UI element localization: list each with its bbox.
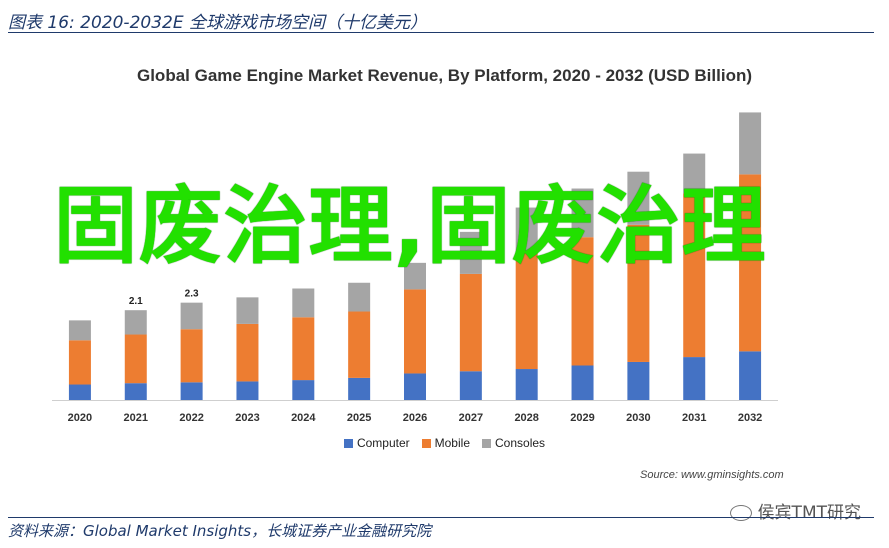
legend-swatch [482, 439, 491, 448]
wechat-icon [729, 505, 752, 521]
legend-label: Computer [356, 436, 410, 450]
bar-consoles-2028 [515, 207, 538, 252]
bar-mobile-2029 [571, 237, 594, 366]
bar-computer-2020 [68, 384, 91, 400]
chart-legend: Computer Mobile Consoles [0, 436, 889, 450]
figure-source: 资料来源：Global Market Insights，长城证券产业金融研究院 [8, 522, 432, 540]
bar-computer-2023 [236, 381, 259, 400]
bar-mobile-2026 [404, 289, 426, 374]
x-tick-label: 2020 [68, 412, 92, 424]
legend-item-mobile: Mobile [421, 436, 470, 450]
bar-consoles-2021 [124, 310, 147, 335]
bar-mobile-2021 [124, 334, 147, 384]
legend-item-consoles: Consoles [482, 436, 545, 450]
legend-swatch [343, 439, 353, 448]
bar-consoles-2025 [348, 282, 371, 312]
bar-computer-2024 [292, 380, 315, 400]
bar-consoles-2022 [180, 302, 203, 330]
bar-mobile-2023 [236, 323, 259, 382]
data-label: 2.3 [185, 289, 199, 300]
bar-mobile-2027 [459, 273, 482, 372]
chart-title: Global Game Engine Market Revenue, By Pl… [136, 66, 752, 85]
bar-mobile-2028 [515, 251, 538, 370]
figure-caption: 图表 16: 2020-2032E 全球游戏市场空间（十亿美元） [8, 13, 427, 33]
bar-consoles-2029 [571, 188, 594, 238]
x-tick-label: 2026 [403, 412, 427, 424]
bar-consoles-2026 [404, 262, 426, 290]
overlay-watermark-text: 固废治理,固废治理 [53, 177, 767, 275]
x-tick-label: 2025 [347, 412, 371, 424]
x-tick-label: 2032 [738, 412, 762, 424]
x-tick-label: 2027 [459, 412, 483, 424]
bar-consoles-2024 [292, 288, 315, 318]
bar-mobile-2025 [348, 311, 371, 378]
x-tick-label: 2024 [291, 412, 316, 424]
bar-mobile-2022 [180, 329, 203, 383]
bar-consoles-2032 [739, 112, 762, 175]
legend-label: Mobile [434, 436, 470, 450]
watermark: 侯宾TMT研究 [729, 498, 861, 523]
bar-computer-2032 [739, 351, 762, 400]
bar-computer-2031 [683, 357, 706, 400]
bar-computer-2027 [459, 371, 482, 400]
watermark-text: 侯宾TMT研究 [757, 503, 861, 523]
x-tick-label: 2031 [682, 412, 706, 424]
legend-label: Consoles [495, 436, 546, 450]
bar-consoles-2020 [68, 320, 91, 341]
legend-item-computer: Computer [343, 436, 410, 450]
figure-footer: 资料来源：Global Market Insights，长城证券产业金融研究院 [8, 517, 874, 541]
x-tick-label: 2022 [179, 412, 203, 424]
bar-consoles-2023 [236, 297, 259, 324]
bar-computer-2030 [627, 361, 650, 400]
bar-mobile-2031 [683, 193, 706, 358]
figure-header: 图表 16: 2020-2032E 全球游戏市场空间（十亿美元） [8, 6, 874, 33]
x-tick-label: 2028 [514, 412, 538, 424]
bar-consoles-2030 [627, 171, 650, 225]
x-tick-label: 2021 [124, 412, 148, 424]
bar-computer-2029 [571, 365, 594, 400]
bar-mobile-2030 [627, 224, 650, 362]
bar-mobile-2020 [68, 340, 91, 385]
bar-computer-2025 [348, 377, 371, 400]
bar-consoles-2031 [683, 153, 706, 194]
x-tick-label: 2030 [626, 412, 650, 424]
bar-computer-2021 [124, 383, 147, 400]
bar-mobile-2032 [739, 174, 762, 352]
chart-source-note: Source: www.gminsights.com [640, 469, 784, 481]
x-tick-label: 2029 [570, 412, 594, 424]
data-label: 2.1 [129, 296, 143, 307]
x-tick-label: 2023 [235, 412, 259, 424]
legend-swatch [421, 439, 431, 448]
bar-consoles-2027 [459, 231, 482, 274]
bar-computer-2028 [515, 369, 538, 400]
bar-mobile-2024 [292, 317, 315, 381]
bar-computer-2026 [404, 373, 426, 400]
bar-computer-2022 [180, 382, 203, 400]
